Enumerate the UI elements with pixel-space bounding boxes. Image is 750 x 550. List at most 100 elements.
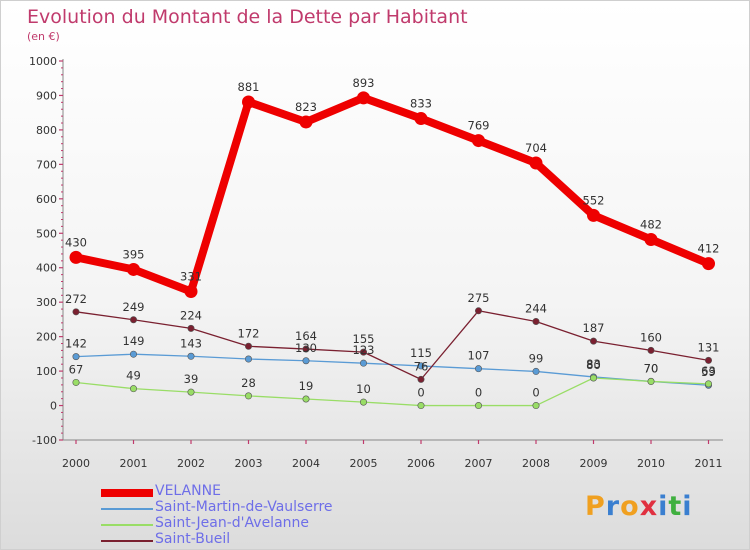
x-tick-label: 2003 bbox=[235, 457, 263, 470]
x-tick-label: 2004 bbox=[292, 457, 320, 470]
legend-swatch bbox=[101, 524, 153, 526]
legend-label: Saint-Jean-d'Avelanne bbox=[155, 515, 310, 531]
data-point bbox=[302, 345, 310, 353]
data-label: 28 bbox=[241, 376, 256, 390]
data-label: 412 bbox=[698, 242, 720, 256]
data-label: 80 bbox=[586, 358, 601, 372]
data-label: 430 bbox=[65, 235, 87, 249]
data-label: 143 bbox=[180, 336, 202, 350]
data-label: 99 bbox=[529, 351, 544, 365]
data-point bbox=[417, 402, 425, 410]
y-tick-label: 400 bbox=[36, 262, 57, 275]
legend-label: VELANNE bbox=[155, 483, 221, 499]
data-point bbox=[187, 388, 195, 396]
data-label: 482 bbox=[640, 217, 662, 231]
data-point bbox=[302, 395, 310, 403]
logo-letter: x bbox=[639, 491, 659, 522]
data-label: 123 bbox=[353, 343, 375, 357]
data-label: 331 bbox=[180, 270, 202, 284]
x-tick-label: 2011 bbox=[695, 457, 723, 470]
data-point bbox=[532, 317, 540, 325]
logo-letter: o bbox=[620, 491, 640, 522]
y-tick-label: 300 bbox=[36, 296, 57, 309]
x-tick-label: 2006 bbox=[407, 457, 435, 470]
x-tick-label: 2005 bbox=[350, 457, 378, 470]
data-point bbox=[245, 355, 253, 363]
legend-swatch bbox=[101, 540, 153, 542]
x-tick-label: 2008 bbox=[522, 457, 550, 470]
data-label: 142 bbox=[65, 337, 87, 351]
series-line-3 bbox=[75, 310, 709, 381]
data-point bbox=[187, 352, 195, 360]
data-label: 149 bbox=[123, 334, 145, 348]
data-point bbox=[130, 350, 138, 358]
data-point bbox=[474, 402, 482, 410]
chart-series bbox=[69, 91, 715, 410]
data-point bbox=[299, 115, 313, 129]
data-label: 224 bbox=[180, 308, 202, 322]
data-label: 83 bbox=[586, 357, 601, 371]
series-line-1 bbox=[75, 353, 709, 386]
data-label: 704 bbox=[525, 141, 547, 155]
data-label: 76 bbox=[414, 359, 429, 373]
proxiti-logo: Proxiti bbox=[585, 491, 693, 522]
data-point bbox=[414, 112, 428, 126]
data-point bbox=[589, 337, 597, 345]
data-point bbox=[359, 398, 367, 406]
data-label: 0 bbox=[532, 386, 539, 400]
data-label: 823 bbox=[295, 100, 317, 114]
data-point bbox=[647, 346, 655, 354]
legend-label: Saint-Martin-de-Vaulserre bbox=[155, 499, 333, 515]
legend-swatch bbox=[101, 489, 153, 497]
data-label: 833 bbox=[410, 97, 432, 111]
data-label: 63 bbox=[701, 364, 716, 378]
logo-letter: r bbox=[605, 491, 621, 522]
data-label: 39 bbox=[184, 372, 199, 386]
data-label: 244 bbox=[525, 301, 547, 315]
data-label: 130 bbox=[295, 341, 317, 355]
data-label: 10 bbox=[356, 382, 371, 396]
data-point bbox=[647, 377, 655, 385]
data-point bbox=[532, 367, 540, 375]
data-point bbox=[704, 380, 712, 388]
data-point bbox=[474, 307, 482, 315]
x-tick-label: 2010 bbox=[637, 457, 665, 470]
data-point bbox=[245, 342, 253, 350]
series-line-2 bbox=[75, 377, 709, 407]
chart-subtitle: (en €) bbox=[27, 30, 60, 43]
logo-letter: t bbox=[668, 491, 683, 522]
data-label: 272 bbox=[65, 292, 87, 306]
data-point bbox=[187, 324, 195, 332]
data-point bbox=[72, 378, 80, 386]
y-tick-label: 600 bbox=[36, 193, 57, 206]
data-point bbox=[472, 134, 485, 148]
data-point bbox=[359, 348, 367, 356]
data-label: 881 bbox=[238, 80, 260, 94]
legend-label: Saint-Bueil bbox=[155, 531, 231, 547]
data-point bbox=[532, 402, 540, 410]
logo-letter: i bbox=[682, 491, 693, 522]
x-tick-label: 2002 bbox=[177, 457, 205, 470]
data-label: 0 bbox=[475, 386, 482, 400]
data-point bbox=[474, 365, 482, 373]
data-label: 107 bbox=[468, 349, 490, 363]
data-label: 395 bbox=[123, 247, 145, 261]
y-tick-label: 0 bbox=[50, 400, 57, 413]
data-label: 0 bbox=[417, 386, 424, 400]
data-point bbox=[130, 385, 138, 393]
data-point bbox=[359, 359, 367, 367]
data-label: 115 bbox=[410, 346, 432, 360]
data-label: 131 bbox=[698, 340, 720, 354]
data-label: 893 bbox=[353, 76, 375, 90]
x-tick-label: 2007 bbox=[465, 457, 493, 470]
data-point bbox=[702, 257, 715, 271]
data-point bbox=[69, 250, 83, 264]
legend-swatch bbox=[101, 508, 153, 510]
data-label: 160 bbox=[640, 330, 662, 344]
data-label: 155 bbox=[353, 332, 375, 346]
data-label: 552 bbox=[583, 193, 605, 207]
data-point bbox=[130, 316, 138, 324]
chart-data-labels: 142 149 143 130 123 115 107 99 83 70 59 67 49 39 28 19 1… bbox=[65, 76, 719, 400]
